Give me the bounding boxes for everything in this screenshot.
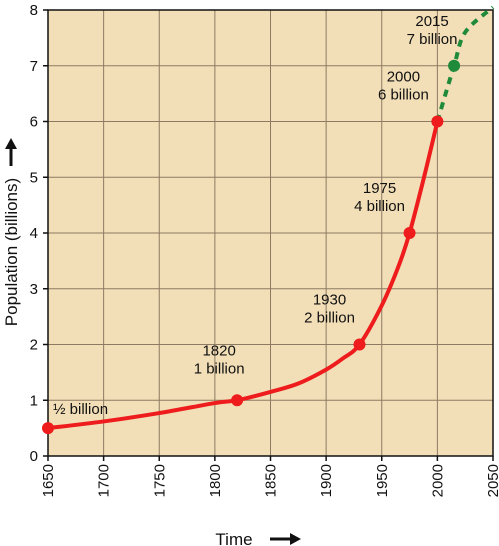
population-line [46, 119, 440, 431]
y-axis-ticks: 0 1 2 3 4 5 6 7 8 [30, 2, 48, 465]
x-axis-title: Time [215, 530, 252, 546]
x-axis-title-group: Time [215, 530, 301, 546]
data-label: 2000 [387, 69, 420, 86]
projection-line [435, 5, 495, 123]
data-point-marker [448, 59, 461, 72]
y-tick-label: 6 [30, 114, 38, 131]
data-label: 4 billion [354, 198, 405, 215]
x-tick-label: 1850 [263, 464, 280, 497]
y-tick-label: 5 [30, 169, 38, 186]
right-arrow-icon [270, 533, 301, 545]
y-tick-label: 8 [30, 2, 38, 19]
up-arrow-icon [5, 138, 17, 166]
data-label: 1930 [313, 292, 346, 309]
x-tick-label: 1950 [374, 464, 391, 497]
data-point-marker [403, 227, 416, 239]
data-point-marker [42, 422, 54, 435]
x-tick-label: 1750 [151, 464, 168, 497]
x-tick-label: 1900 [318, 464, 335, 497]
data-point-marker [231, 394, 244, 407]
data-label: 1975 [363, 180, 396, 197]
y-axis-title: Population (billions) [2, 178, 21, 326]
y-tick-label: 3 [30, 281, 38, 298]
y-tick-label: 7 [30, 58, 38, 75]
data-label: 1820 [202, 342, 235, 359]
y-tick-label: 0 [30, 448, 38, 465]
x-tick-label: 1800 [207, 464, 224, 497]
data-markers [42, 59, 461, 435]
data-label: 7 billion [407, 31, 458, 48]
x-tick-label: 2050 [485, 464, 499, 497]
y-tick-label: 4 [30, 225, 38, 242]
y-axis-title-group: Population (billions) [2, 138, 21, 326]
x-axis-ticks: 1650 1700 1750 1800 1850 1900 1950 2000 2050 [40, 456, 499, 497]
data-point-marker [431, 115, 444, 128]
data-label: 2015 [415, 13, 448, 30]
data-label: 6 billion [378, 87, 429, 104]
y-tick-label: 1 [30, 392, 38, 409]
data-label: 1 billion [194, 360, 245, 377]
data-label: 2 billion [304, 310, 355, 327]
x-tick-label: 1650 [40, 464, 57, 497]
x-tick-label: 1700 [96, 464, 113, 497]
data-point-marker [353, 338, 366, 351]
series-lines [46, 5, 495, 431]
x-tick-label: 2000 [429, 464, 446, 497]
y-tick-label: 2 [30, 337, 38, 354]
data-label: ½ billion [53, 401, 108, 418]
